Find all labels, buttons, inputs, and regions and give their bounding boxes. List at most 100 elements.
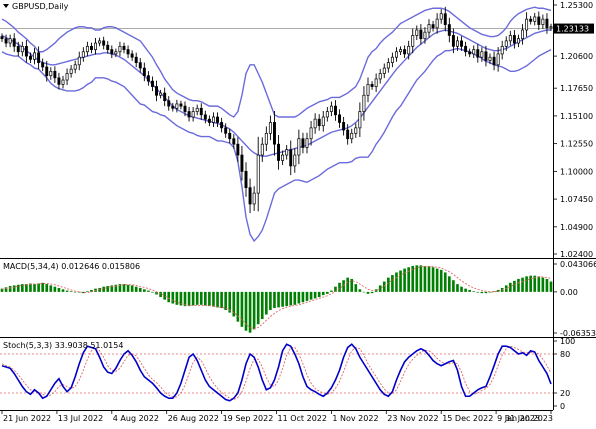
candle (362, 86, 366, 121)
macd-histogram-bar (378, 285, 382, 292)
price-pane[interactable] (0, 6, 553, 243)
candle (142, 62, 146, 82)
candle (415, 25, 419, 41)
candle (203, 110, 207, 124)
candle-body-down (167, 100, 171, 107)
stoch-signal-line (1, 345, 552, 400)
candle (244, 162, 248, 197)
price-tick-label: 1.10000 (560, 167, 593, 176)
macd-histogram-bar (317, 291, 321, 298)
candle (240, 145, 244, 181)
candle-body-up (94, 42, 98, 50)
time-tick-label: 15 Dec 2022 (442, 414, 493, 423)
candle-body-down (138, 62, 142, 69)
candle-body-up (175, 103, 179, 109)
stoch-axis[interactable]: 100 80 20 0 (553, 337, 575, 411)
macd-histogram-bar (163, 291, 166, 300)
macd-histogram-bar (171, 291, 175, 304)
macd-histogram-bar (419, 265, 423, 292)
candle (390, 52, 394, 68)
triangle-down-icon[interactable] (3, 4, 9, 8)
macd-pane[interactable]: MACD(5,34,4) 0.012646 0.015806 (0, 262, 553, 333)
macd-histogram-bar (155, 291, 158, 295)
price-axis[interactable]: 1.253001.229501.206001.176501.151001.125… (553, 1, 593, 259)
candle (277, 135, 281, 170)
macd-histogram-bar (130, 285, 134, 292)
macd-histogram-bar (293, 291, 297, 305)
price-tick-label: 1.07450 (560, 195, 593, 204)
candle-body-down (12, 38, 16, 47)
candle-body-up (354, 127, 358, 134)
candle (317, 114, 321, 131)
macd-histogram-bar (537, 276, 541, 292)
candle-body-down (301, 138, 305, 148)
candle-body-up (504, 40, 508, 47)
current-price-tag-bg (554, 23, 594, 34)
candle (411, 28, 415, 54)
candle (122, 42, 126, 54)
candle-body-down (16, 45, 20, 53)
candle-body-up (65, 73, 69, 81)
macd-histogram-bar (175, 291, 179, 305)
macd-histogram-bar (346, 277, 349, 292)
macd-histogram-bar (342, 280, 345, 292)
candle-body-down (236, 143, 240, 156)
macd-histogram-bar (57, 287, 61, 292)
macd-histogram-bar (273, 291, 276, 309)
candle (293, 148, 297, 173)
candle-body-down (89, 45, 93, 50)
candle-body-down (289, 149, 293, 167)
candle (236, 137, 240, 162)
candle-body-down (0, 36, 4, 40)
candle (89, 42, 93, 54)
candle (159, 89, 163, 99)
macd-histogram-bar (391, 275, 394, 292)
candle (41, 58, 45, 72)
macd-histogram-bar (122, 284, 126, 292)
candle-body-down (370, 84, 374, 87)
candle (549, 23, 553, 31)
candle-body-down (130, 53, 134, 58)
candle-body-down (126, 49, 130, 55)
candle-body-up (268, 122, 272, 134)
time-axis[interactable]: 21 Jun 2022 13 Jul 2022 4 Aug 2022 26 Aug 2… (1, 410, 553, 423)
stoch-pane[interactable]: Stoch(5,3,3) 33.9038 51.0154 (0, 341, 553, 402)
macd-histogram-bar (488, 291, 492, 293)
candle-body-up (374, 78, 378, 87)
candle-body-down (403, 49, 407, 55)
macd-histogram-bar (362, 291, 366, 293)
macd-axis[interactable]: 0.043066 0.00 -0.063534 (553, 260, 596, 338)
macd-histogram-bar (427, 265, 431, 292)
candle (138, 58, 142, 73)
candle (45, 61, 49, 82)
candle (65, 68, 69, 86)
candle-body-up (480, 51, 484, 58)
macd-signal-line (1, 266, 552, 330)
candle (403, 45, 407, 59)
macd-histogram-bar (65, 290, 69, 292)
candle-body-down (183, 105, 187, 112)
candle (334, 100, 337, 121)
macd-histogram-bar (41, 282, 44, 292)
macd-histogram-bar (326, 291, 329, 294)
candle (468, 48, 472, 58)
macd-histogram-bar (476, 291, 480, 293)
candle (77, 51, 81, 71)
candle-body-up (407, 45, 411, 55)
candle-body-down (451, 35, 455, 47)
candle-body-down (57, 77, 61, 85)
time-tick-label: 4 Aug 2022 (113, 414, 159, 423)
candle-body-up (525, 18, 529, 31)
candle-body-down (464, 45, 468, 53)
candle-body-down (419, 29, 423, 40)
macd-histogram-bar (301, 291, 305, 303)
candle (346, 124, 350, 145)
macd-label: MACD(5,34,4) 0.012646 0.015806 (3, 262, 140, 271)
symbol-title[interactable]: GBPUSD,Daily (3, 2, 69, 11)
time-tick-label: 13 Jul 2022 (58, 414, 103, 423)
price-tick-label: 1.17650 (560, 84, 593, 93)
candle (329, 101, 333, 117)
candle-body-down (187, 111, 191, 118)
candle-body-up (439, 13, 443, 20)
